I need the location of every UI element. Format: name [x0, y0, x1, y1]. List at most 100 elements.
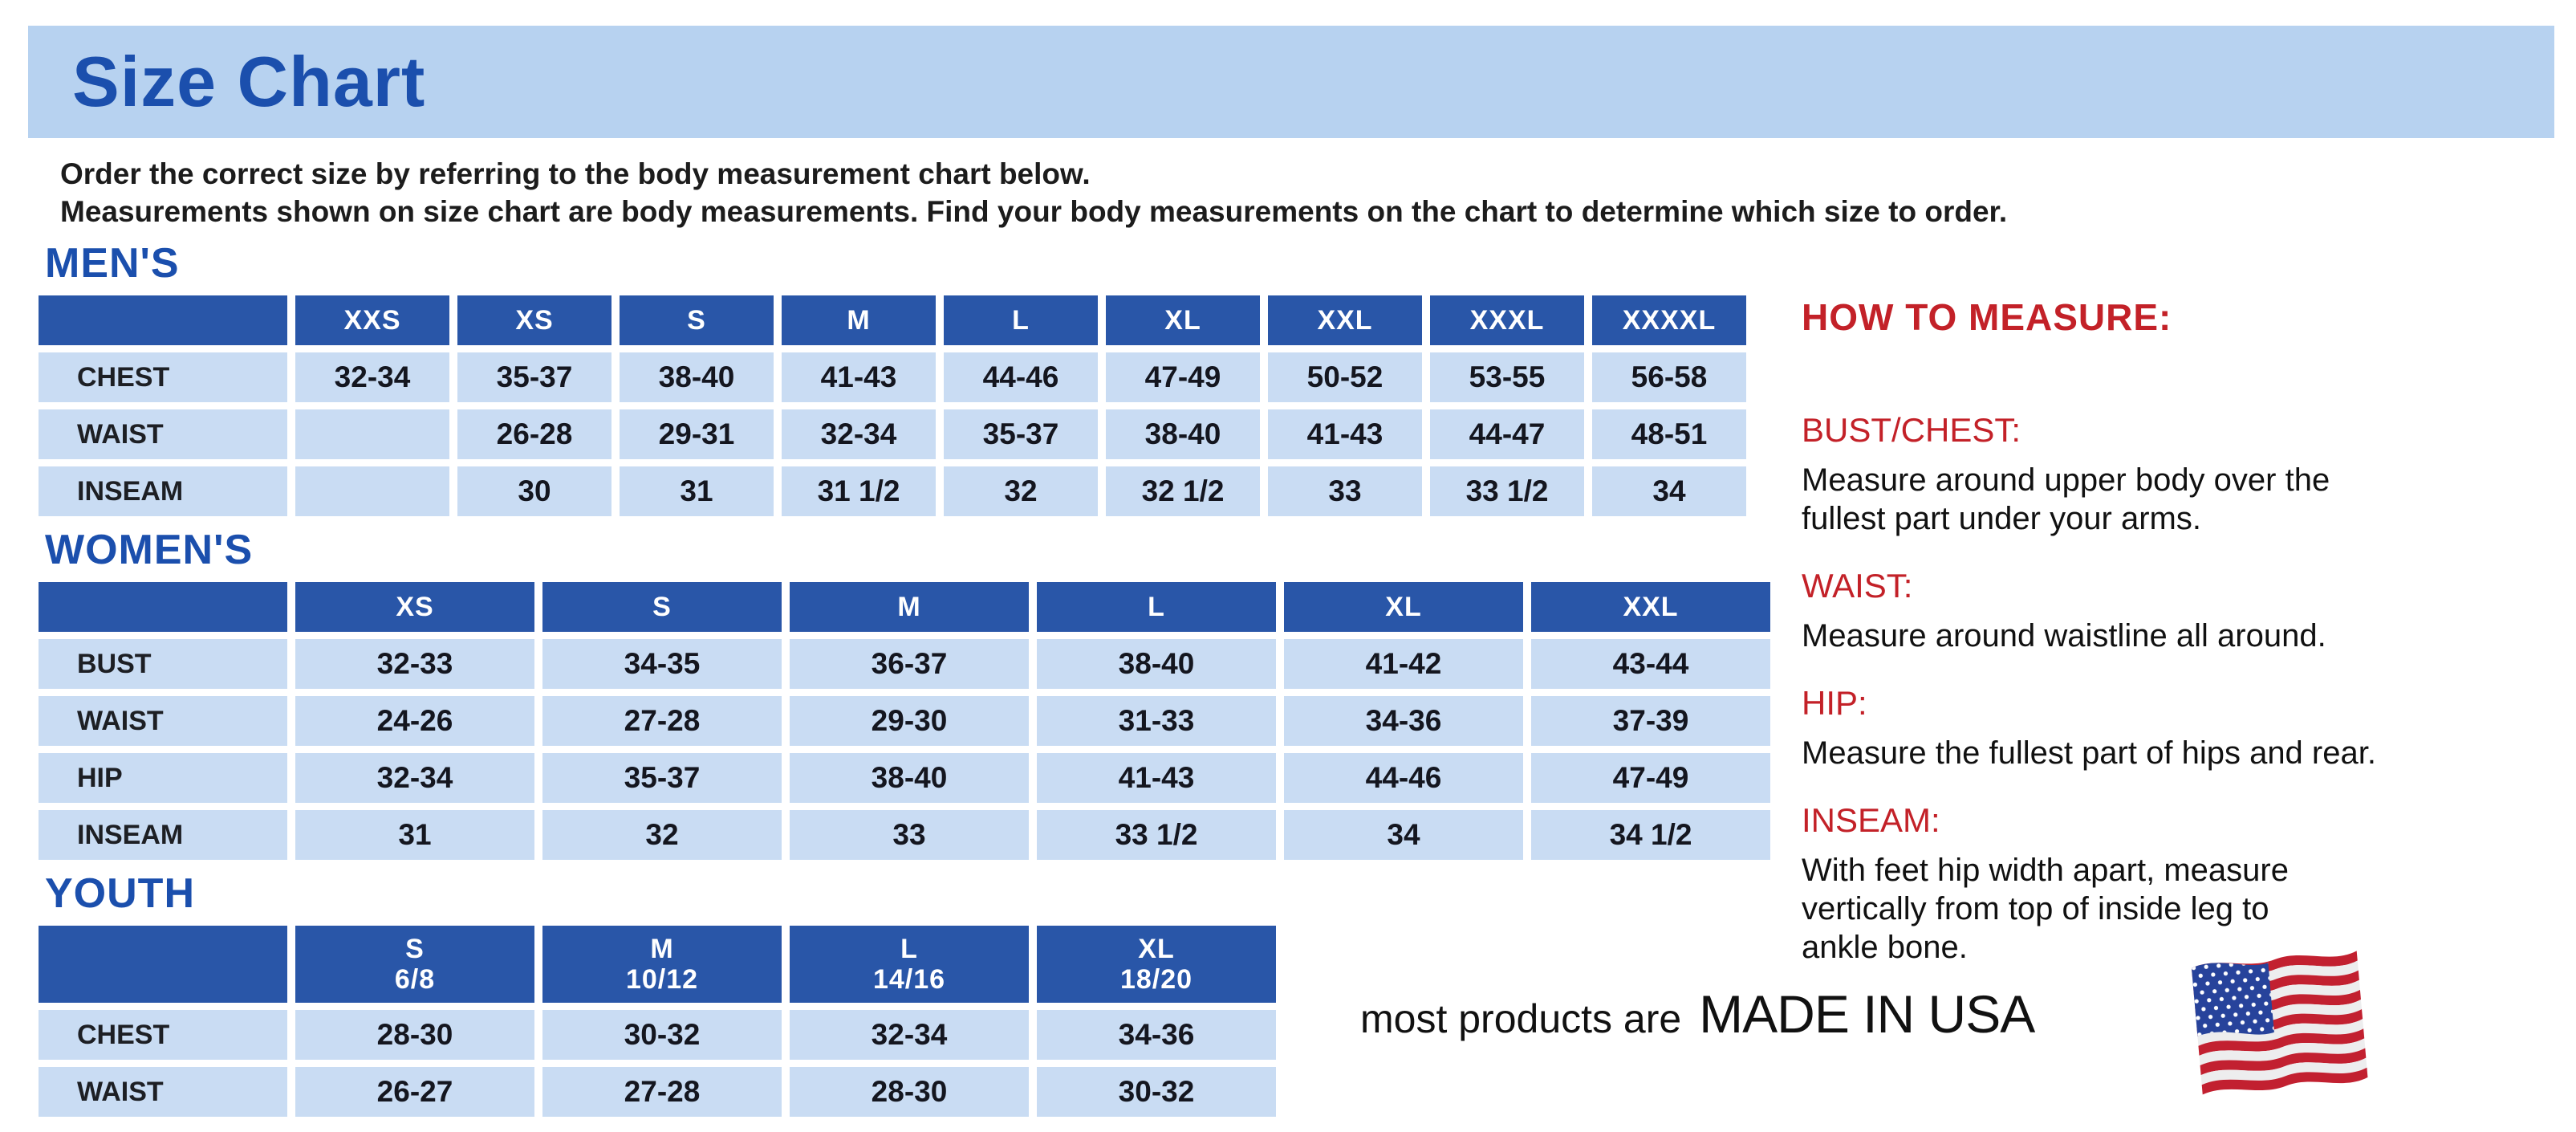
value-cell: 37-39 [1531, 696, 1770, 746]
column-header-cell: XS [457, 295, 611, 345]
size-label: XL [1164, 304, 1201, 336]
column-header-cell: XXXL [1430, 295, 1584, 345]
measure-text: With feet hip width apart, measure verti… [1802, 853, 2289, 965]
value-cell: 48-51 [1592, 409, 1746, 459]
value-cell: 35-37 [542, 753, 782, 803]
measure-label: INSEAM: [1802, 801, 1940, 839]
value-cell: 50-52 [1268, 352, 1422, 402]
size-label: S [405, 933, 425, 964]
value-cell: 38-40 [620, 352, 774, 402]
measure-label: BUST/CHEST: [1802, 411, 2021, 449]
measure-text: Measure the fullest part of hips and rea… [1802, 735, 2376, 771]
value-cell: 31 1/2 [782, 466, 936, 516]
table-corner-cell [39, 926, 287, 1003]
youth-size-table: S 6/8 M 10/12 L 14/16 XL 18/20 CHEST 28-30 30-32 32… [39, 926, 1780, 1117]
usa-flag-icon [2191, 951, 2368, 1095]
how-to-measure-panel: HOW TO MEASURE: BUST/CHEST: Measure aroun… [1802, 295, 2540, 967]
intro-line-1: Order the correct size by referring to t… [60, 157, 1091, 190]
value-cell: 56-58 [1592, 352, 1746, 402]
value-cell: 31 [295, 810, 534, 860]
value-cell: 32 1/2 [1106, 466, 1260, 516]
column-header-cell: M [790, 582, 1029, 632]
column-header-cell: XL [1106, 295, 1260, 345]
value-cell: 38-40 [1037, 639, 1276, 689]
value-cell: 53-55 [1430, 352, 1584, 402]
value-cell: 27-28 [542, 1067, 782, 1117]
row-label-cell: BUST [39, 639, 287, 689]
value-cell: 30 [457, 466, 611, 516]
value-cell: 31-33 [1037, 696, 1276, 746]
size-label: S [687, 304, 706, 336]
row-label-cell: WAIST [39, 696, 287, 746]
value-cell: 32 [944, 466, 1098, 516]
value-cell: 32-33 [295, 639, 534, 689]
row-label-cell: INSEAM [39, 810, 287, 860]
size-label: XS [396, 591, 434, 622]
value-cell: 32 [542, 810, 782, 860]
value-cell: 41-43 [1037, 753, 1276, 803]
value-cell: 41-43 [1268, 409, 1422, 459]
womens-heading: WOMEN'S [45, 527, 254, 573]
value-cell [295, 409, 449, 459]
value-cell: 28-30 [790, 1067, 1029, 1117]
size-label: XXXXL [1622, 304, 1717, 336]
size-label: M [650, 933, 674, 964]
value-cell: 28-30 [295, 1010, 534, 1060]
value-cell: 30-32 [1037, 1067, 1276, 1117]
value-cell: 38-40 [1106, 409, 1260, 459]
value-cell: 32-34 [295, 753, 534, 803]
value-cell: 31 [620, 466, 774, 516]
size-label: XL [1385, 591, 1422, 622]
size-sublabel: 6/8 [394, 964, 436, 995]
measure-label: HIP: [1802, 684, 1867, 722]
size-sublabel: 18/20 [1119, 964, 1193, 995]
value-cell: 34-35 [542, 639, 782, 689]
column-header-cell: M 10/12 [542, 926, 782, 1003]
size-label: L [1012, 304, 1030, 336]
value-cell: 41-42 [1284, 639, 1523, 689]
value-cell: 29-31 [620, 409, 774, 459]
size-label: M [847, 304, 871, 336]
value-cell: 30-32 [542, 1010, 782, 1060]
row-label-cell: CHEST [39, 1010, 287, 1060]
row-label-cell: HIP [39, 753, 287, 803]
value-cell: 44-47 [1430, 409, 1584, 459]
value-cell: 33 1/2 [1430, 466, 1584, 516]
value-cell: 34-36 [1037, 1010, 1276, 1060]
value-cell: 36-37 [790, 639, 1029, 689]
column-header-cell: XXL [1268, 295, 1422, 345]
row-label-cell: CHEST [39, 352, 287, 402]
value-cell: 29-30 [790, 696, 1029, 746]
page-title: Size Chart [72, 42, 426, 121]
value-cell: 34 [1592, 466, 1746, 516]
row-label-cell: INSEAM [39, 466, 287, 516]
size-label: XS [515, 304, 554, 336]
value-cell: 38-40 [790, 753, 1029, 803]
column-header-cell: XXXXL [1592, 295, 1746, 345]
row-label-cell: WAIST [39, 1067, 287, 1117]
value-cell: 33 [1268, 466, 1422, 516]
value-cell: 26-28 [457, 409, 611, 459]
value-cell: 32-34 [295, 352, 449, 402]
intro-line-2: Measurements shown on size chart are bod… [60, 195, 2008, 228]
column-header-cell: XL [1284, 582, 1523, 632]
table-corner-cell [39, 582, 287, 632]
how-to-measure-heading: HOW TO MEASURE: [1802, 296, 2172, 338]
value-cell: 26-27 [295, 1067, 534, 1117]
column-header-cell: L [1037, 582, 1276, 632]
value-cell: 32-34 [782, 409, 936, 459]
value-cell: 34 [1284, 810, 1523, 860]
size-label: XXXL [1469, 304, 1545, 336]
intro-text: Order the correct size by referring to t… [60, 155, 2007, 230]
size-label: XXS [343, 304, 401, 336]
value-cell: 35-37 [944, 409, 1098, 459]
column-header-cell: S [620, 295, 774, 345]
footer-emphasis: MADE IN USA [1699, 984, 2035, 1044]
value-cell: 34 1/2 [1531, 810, 1770, 860]
column-header-cell: XXS [295, 295, 449, 345]
value-cell [295, 466, 449, 516]
column-header-cell: L [944, 295, 1098, 345]
value-cell: 44-46 [944, 352, 1098, 402]
made-in-usa-line: most products are MADE IN USA [1360, 983, 2035, 1044]
column-header-cell: S [542, 582, 782, 632]
